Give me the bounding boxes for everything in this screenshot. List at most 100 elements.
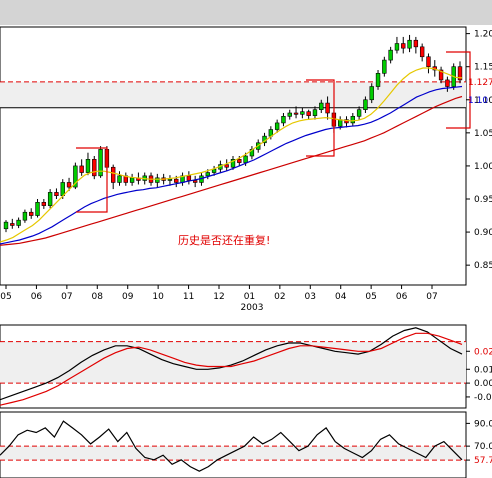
macd-y-tick-label: 0.000 bbox=[474, 379, 492, 389]
candle-body bbox=[237, 159, 242, 163]
candle-body bbox=[192, 180, 198, 183]
candle-body bbox=[281, 116, 286, 124]
candle-body bbox=[325, 102, 330, 114]
x-tick-label: 05 bbox=[0, 292, 11, 302]
annotation-text: 历史是否还在重复! bbox=[178, 233, 270, 247]
year-label: 2003 bbox=[241, 303, 264, 313]
macd-series-1 bbox=[0, 327, 463, 401]
x-tick-label: 06 bbox=[396, 292, 408, 302]
rsi-panel-frame bbox=[0, 411, 467, 478]
candle-body bbox=[426, 56, 431, 67]
price-y-tick-label: 1.150 bbox=[474, 63, 492, 73]
candle-body bbox=[319, 102, 324, 110]
candle-body bbox=[98, 149, 103, 177]
macd-band bbox=[0, 341, 466, 384]
macd-y-tick-label: 0.023 bbox=[474, 347, 492, 357]
candle-body bbox=[92, 159, 97, 177]
candle-body bbox=[230, 159, 236, 168]
candle-body bbox=[438, 69, 444, 81]
candle-body bbox=[167, 178, 173, 181]
candle-body bbox=[16, 219, 21, 226]
price-y-tick-label: 1.050 bbox=[474, 129, 492, 139]
candle-body bbox=[243, 155, 248, 163]
price-y-tick-label: 1.200 bbox=[474, 30, 492, 40]
window-top-bar bbox=[0, 0, 492, 25]
candle-body bbox=[306, 111, 311, 116]
candle-body bbox=[401, 43, 406, 49]
rsi-y-tick-label: 57.75 bbox=[474, 456, 492, 466]
candle-body bbox=[287, 112, 292, 117]
candle-body bbox=[111, 166, 116, 183]
ma-fast-line bbox=[0, 67, 463, 243]
x-tick-label: 08 bbox=[92, 292, 104, 302]
candle-body bbox=[73, 165, 78, 188]
price-y-tick-label: 0.900 bbox=[474, 228, 492, 238]
candle-body bbox=[54, 192, 59, 196]
x-tick-label: 09 bbox=[122, 292, 134, 302]
candle-body bbox=[457, 66, 463, 81]
price-y-tick-label: 0.850 bbox=[474, 261, 492, 271]
candle-body bbox=[394, 43, 400, 51]
highlight-box-2 bbox=[306, 79, 335, 157]
macd-y-tick-label: 0.010 bbox=[474, 365, 492, 375]
candle-body bbox=[186, 175, 192, 181]
macd-series-2 bbox=[0, 332, 463, 406]
candle-body bbox=[155, 177, 160, 183]
highlight-box-3 bbox=[446, 51, 471, 129]
x-tick-label: 10 bbox=[152, 292, 164, 302]
candle-body bbox=[300, 111, 305, 115]
candle-body bbox=[363, 99, 368, 110]
candle-body bbox=[129, 177, 135, 183]
candle-body bbox=[375, 73, 381, 87]
rsi-y-tick-label: 70.00 bbox=[474, 442, 492, 452]
highlight-box-1 bbox=[76, 147, 108, 213]
candle-body bbox=[41, 202, 47, 206]
candle-body bbox=[388, 49, 393, 61]
rsi-series-1 bbox=[0, 420, 463, 472]
candle-body bbox=[369, 86, 374, 101]
candle-body bbox=[66, 182, 72, 188]
candle-body bbox=[224, 164, 229, 168]
candle-body bbox=[47, 192, 53, 206]
candle-body bbox=[419, 46, 425, 58]
x-tick-label: 02 bbox=[274, 292, 285, 302]
x-tick-label: 12 bbox=[213, 292, 224, 302]
candle-body bbox=[10, 223, 15, 226]
x-tick-label: 04 bbox=[335, 292, 347, 302]
macd-y-tick-label: -0.010 bbox=[474, 393, 492, 403]
candle-body bbox=[338, 119, 343, 127]
price-y-tick-label: 0.950 bbox=[474, 195, 492, 205]
rsi-y-tick-label: 90.00 bbox=[474, 419, 492, 429]
x-tick-label: 11 bbox=[183, 292, 194, 302]
candle-body bbox=[312, 109, 318, 116]
candle-body bbox=[356, 109, 362, 117]
x-tick-label: 06 bbox=[31, 292, 43, 302]
candle-body bbox=[293, 112, 299, 115]
x-tick-label: 07 bbox=[426, 292, 437, 302]
candle-body bbox=[60, 182, 65, 196]
price-hline-blue-label: 1.10 bbox=[468, 96, 488, 106]
candle-body bbox=[350, 116, 355, 124]
ma-slow-line bbox=[0, 95, 463, 246]
price-y-tick-label: 1.100 bbox=[474, 96, 492, 106]
x-tick-label: 05 bbox=[365, 292, 376, 302]
x-tick-label: 07 bbox=[61, 292, 72, 302]
price-hline-red-label: 1.127 bbox=[468, 78, 492, 88]
rsi-band bbox=[0, 446, 466, 461]
candle-body bbox=[22, 211, 28, 221]
candle-body bbox=[205, 172, 210, 177]
candle-body bbox=[35, 202, 40, 216]
price-y-tick-label: 1.000 bbox=[474, 162, 492, 172]
candle-body bbox=[117, 175, 122, 183]
x-tick-label: 03 bbox=[305, 292, 316, 302]
candle-body bbox=[344, 119, 349, 124]
x-tick-label: 01 bbox=[244, 292, 255, 302]
candle-body bbox=[79, 165, 84, 173]
candle-body bbox=[29, 211, 34, 216]
candle-body bbox=[407, 39, 412, 49]
candle-body bbox=[445, 79, 450, 87]
candle-body bbox=[382, 59, 387, 74]
candle-body bbox=[274, 122, 280, 130]
candle-body bbox=[174, 178, 179, 183]
